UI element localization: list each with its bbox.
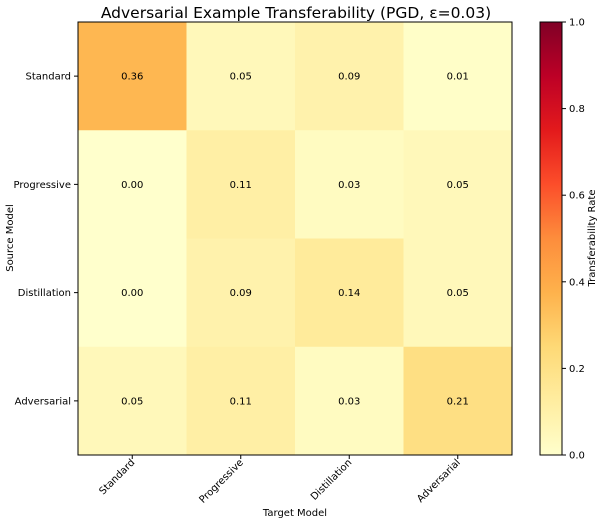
colorbar-tick-label: 0.8 [569,104,585,115]
colorbar-tick-label: 0.0 [569,451,585,462]
x-axis-ticks: Standard Progressive Distillation Adversari… [97,455,463,506]
y-tick-label: Adversarial [15,396,71,407]
heatmap-cell-2-2 [295,238,404,348]
x-tick-label: Standard [97,457,137,497]
colorbar: 0.0 0.2 0.4 0.6 0.8 1.0 Transferability Rate [539,18,598,462]
x-tick-label: Adversarial [415,457,463,505]
cell-value-label-0-3: 0.01 [447,72,469,83]
cell-value-label-1-1: 0.11 [230,180,252,191]
heatmap-cell-3-1 [186,346,296,456]
heatmap-cell-0-0 [78,22,187,131]
heatmap-cell-1-0 [78,130,187,239]
heatmap-cell-3-0 [78,346,187,456]
cell-value-label-1-2: 0.03 [338,180,360,191]
colorbar-tick-label: 0.4 [569,277,585,288]
y-tick-label: Standard [26,72,72,83]
heatmap-cell-3-3 [403,346,513,456]
x-tick-label: Distillation [309,457,354,502]
y-tick-label: Progressive [13,180,71,191]
heatmap-value-labels: 0.36 0.05 0.09 0.01 0.00 0.11 0.03 0.05 0.00 0.09… [121,72,469,408]
cell-value-label-2-3: 0.05 [447,288,469,299]
heatmap-cell-2-1 [186,238,296,348]
y-axis-label: Source Model [5,204,16,272]
cell-value-label-0-1: 0.05 [230,72,252,83]
cell-value-label-1-3: 0.05 [447,180,469,191]
cell-value-label-3-0: 0.05 [121,396,143,407]
heatmap-cell-2-3 [403,238,513,348]
cell-value-label-3-3: 0.21 [447,396,469,407]
heatmap-cell-0-3 [403,22,513,131]
colorbar-tick-label: 0.2 [569,364,585,375]
heatmap-cell-1-2 [295,130,404,239]
plot-frame [77,21,513,456]
heatmap-cell-3-2 [295,346,404,456]
cell-value-label-2-2: 0.14 [338,288,360,299]
x-axis-label: Target Model [262,508,327,519]
colorbar-gradient [539,21,563,456]
colorbar-tick-label: 1.0 [569,18,585,29]
heatmap-cell-2-0 [78,238,187,348]
heatmap-cells [78,22,513,456]
cell-value-label-2-0: 0.00 [121,288,143,299]
y-tick-label: Distillation [18,288,71,299]
heatmap-cell-1-3 [403,130,513,239]
colorbar-label: Transferability Rate [587,190,598,288]
heatmap-cell-0-2 [295,22,404,131]
x-tick-label: Progressive [197,457,245,505]
cell-value-label-1-0: 0.00 [121,180,143,191]
colorbar-ticks: 0.0 0.2 0.4 0.6 0.8 1.0 [562,18,585,462]
cell-value-label-3-2: 0.03 [338,396,360,407]
y-axis-ticks: Standard Progressive Distillation Adversari… [13,72,78,407]
colorbar-tick-label: 0.6 [569,191,585,202]
chart-title: Adversarial Example Transferability (PGD… [101,4,491,22]
heatmap-cell-1-1 [186,130,296,239]
cell-value-label-2-1: 0.09 [230,288,252,299]
cell-value-label-0-2: 0.09 [338,72,360,83]
cell-value-label-0-0: 0.36 [121,72,143,83]
cell-value-label-3-1: 0.11 [230,396,252,407]
heatmap-cell-0-1 [186,22,296,131]
